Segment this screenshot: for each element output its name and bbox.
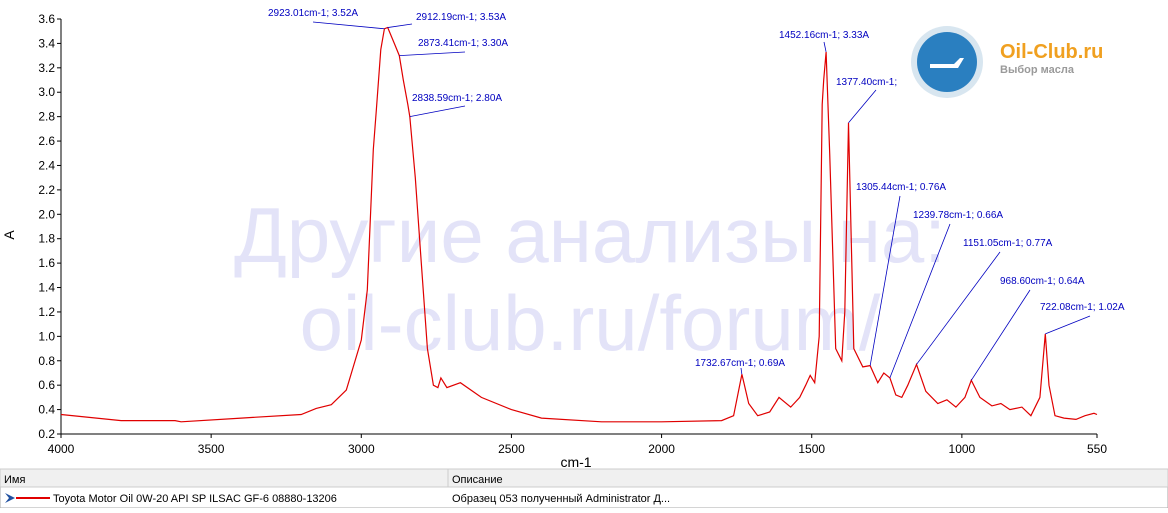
logo-subtitle: Выбор масла — [1000, 64, 1075, 76]
table-header — [0, 468, 1168, 488]
row-arrow — [5, 493, 15, 503]
table-header-cell: Имя — [4, 474, 25, 486]
annotation-leader — [869, 195, 901, 366]
y-tick-label: 1.8 — [38, 232, 55, 246]
y-tick-label: 0.4 — [38, 403, 55, 417]
annotation: 1239.78cm-1; 0.66A — [913, 210, 1003, 221]
y-tick-label: 3.6 — [38, 12, 55, 26]
watermark: Другие анализы на: — [234, 191, 946, 279]
x-tick-label: 2000 — [648, 442, 675, 456]
x-tick-label: 3000 — [348, 442, 375, 456]
y-tick-label: 2.6 — [38, 134, 55, 148]
y-tick-label: 1.2 — [38, 305, 55, 319]
annotation: 1151.05cm-1; 0.77A — [963, 238, 1053, 249]
annotation-leader — [916, 251, 1001, 365]
y-tick-label: 2.0 — [38, 207, 55, 221]
annotation-leader — [399, 51, 466, 57]
x-tick-label: 550 — [1087, 442, 1107, 456]
annotation-leader — [848, 89, 877, 124]
x-tick-label: 2500 — [498, 442, 525, 456]
table-header-cell: Описание — [452, 474, 503, 486]
annotation-leader — [740, 367, 743, 375]
y-tick-label: 1.6 — [38, 256, 55, 270]
annotation: 2912.19cm-1; 3.53A — [416, 12, 506, 23]
table-cell[interactable]: Toyota Motor Oil 0W-20 API SP ILSAC GF-6… — [53, 493, 337, 505]
annotation: 2873.41cm-1; 3.30A — [418, 38, 508, 49]
y-tick-label: 1.4 — [38, 281, 55, 295]
annotation-leader — [312, 21, 385, 30]
annotation-leader — [889, 223, 951, 378]
table-cell[interactable]: Образец 053 полученный Administrator Д..… — [452, 493, 670, 505]
y-axis-label: A — [1, 230, 17, 240]
spectrum-line — [60, 26, 1098, 423]
y-tick-label: 3.4 — [38, 36, 55, 50]
annotation-leader — [387, 23, 413, 28]
annotation-leader — [409, 105, 466, 118]
annotation: 968.60cm-1; 0.64A — [1000, 276, 1085, 287]
annotation: 722.08cm-1; 1.02A — [1040, 302, 1125, 313]
x-axis-label: cm-1 — [560, 454, 591, 470]
annotation: 2923.01cm-1; 3.52A — [268, 8, 358, 19]
x-tick-label: 1500 — [798, 442, 825, 456]
annotation: 1452.16cm-1; 3.33A — [779, 30, 869, 41]
x-tick-label: 4000 — [48, 442, 75, 456]
y-tick-label: 1.0 — [38, 329, 55, 343]
annotation: 1377.40cm-1; — [836, 77, 897, 88]
watermark: oil-club.ru/forum/ — [300, 279, 881, 367]
logo-title: Oil-Club.ru — [1000, 41, 1103, 63]
logo-circle — [917, 32, 977, 92]
y-tick-label: 2.4 — [38, 158, 55, 172]
y-tick-label: 2.2 — [38, 183, 55, 197]
logo: Oil-Club.ru Выбор масла — [911, 26, 1103, 98]
annotation-leader — [970, 289, 1031, 381]
y-tick-label: 0.2 — [38, 427, 55, 441]
x-tick-label: 1000 — [949, 442, 976, 456]
annotation-leader — [1045, 315, 1091, 335]
annotation: 1305.44cm-1; 0.76A — [856, 182, 946, 193]
y-tick-label: 0.6 — [38, 378, 55, 392]
annotation: 2838.59cm-1; 2.80A — [412, 93, 502, 104]
annotation: 1732.67cm-1; 0.69A — [695, 358, 785, 369]
logo-can — [930, 58, 964, 68]
y-tick-label: 3.0 — [38, 85, 55, 99]
annotation-leader — [823, 41, 827, 53]
y-tick-label: 2.8 — [38, 110, 55, 124]
y-tick-label: 0.8 — [38, 354, 55, 368]
x-tick-label: 3500 — [198, 442, 225, 456]
y-tick-label: 3.2 — [38, 61, 55, 75]
